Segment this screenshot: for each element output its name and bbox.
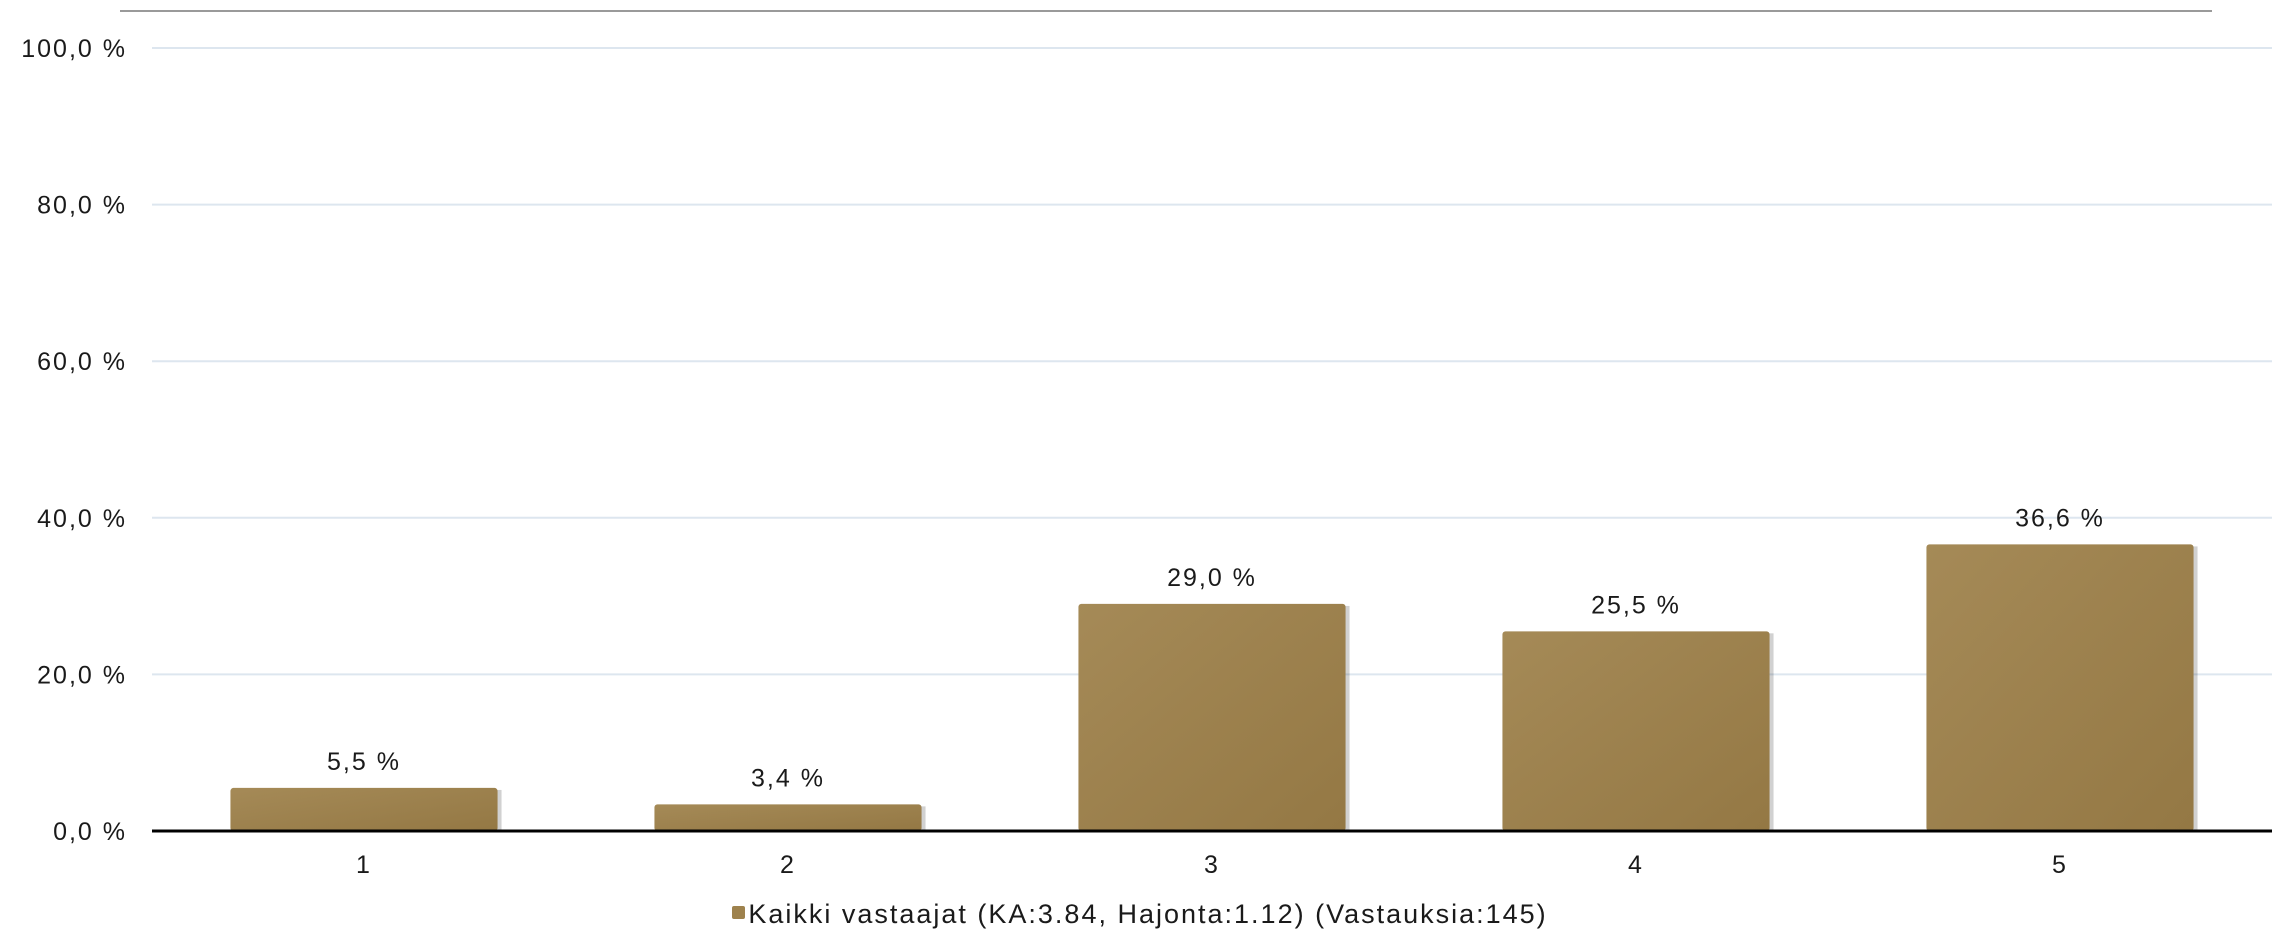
legend-label: Kaikki vastaajat (KA:3.84, Hajonta:1.12)… <box>748 899 1548 929</box>
y-tick-label: 40,0 % <box>37 505 127 533</box>
bar <box>1078 603 1346 831</box>
legend: Kaikki vastaajat (KA:3.84, Hajonta:1.12)… <box>0 899 2280 930</box>
data-label: 36,6 % <box>2015 504 2105 532</box>
bar <box>1926 544 2194 831</box>
bar <box>230 787 498 831</box>
y-tick-label: 20,0 % <box>37 661 127 689</box>
y-tick-label: 80,0 % <box>37 192 127 220</box>
y-tick-label: 0,0 % <box>53 818 127 846</box>
data-label: 3,4 % <box>751 764 825 792</box>
x-tick-label: 4 <box>1628 851 1644 879</box>
legend-swatch <box>732 906 746 920</box>
x-tick-label: 2 <box>780 851 796 879</box>
y-tick-label: 100,0 % <box>21 35 127 63</box>
bar <box>1502 631 1770 831</box>
x-tick-label: 5 <box>2052 851 2068 879</box>
x-tick-label: 3 <box>1204 851 1220 879</box>
data-label: 29,0 % <box>1167 564 1257 592</box>
y-tick-label: 60,0 % <box>37 348 127 376</box>
data-label: 25,5 % <box>1591 591 1681 619</box>
data-label: 5,5 % <box>327 748 401 776</box>
x-tick-label: 1 <box>356 851 372 879</box>
bar <box>654 804 922 831</box>
